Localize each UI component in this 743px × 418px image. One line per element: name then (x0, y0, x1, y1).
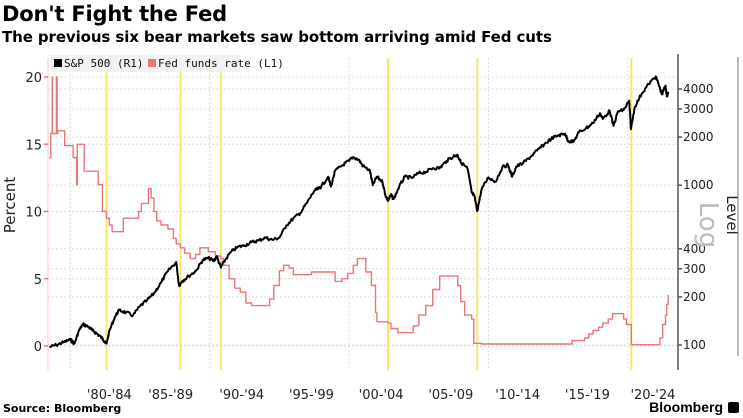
x-axis-tick-label: '90-'94 (219, 388, 264, 403)
bloomberg-terminal-icon (728, 402, 739, 413)
right-axis-tick-label: 400 (683, 242, 706, 256)
legend-box (50, 55, 240, 72)
right-axis-log-label: Log (693, 202, 723, 248)
right-axis-tick-label: 2000 (683, 130, 714, 144)
legend-swatch (54, 59, 62, 67)
legend-label: Fed funds rate (L1) (158, 57, 284, 70)
right-axis-tick-label: 300 (683, 262, 706, 276)
source-note: Source: Bloomberg (3, 402, 122, 415)
left-axis-tick-label: 15 (25, 138, 42, 153)
right-axis-tick-label: 4000 (683, 82, 714, 96)
left-axis-tick-label: 5 (34, 273, 42, 288)
x-axis-tick-label: '95-'99 (289, 388, 334, 403)
series-fed-funds-rate-line (49, 76, 669, 346)
bloomberg-logo: Bloomberg (649, 399, 723, 415)
legend-swatch (148, 59, 156, 67)
legend-label: S&P 500 (R1) (64, 57, 143, 70)
x-axis-tick-label: '20-'24 (630, 388, 675, 403)
x-axis-tick-label: '15-'19 (565, 388, 610, 403)
right-axis-tick-label: 200 (683, 290, 706, 304)
series-sp500-line (49, 75, 670, 349)
x-axis-tick-label: '10-'14 (495, 388, 540, 403)
right-axis-tick-label: 100 (683, 338, 706, 352)
right-axis-tick-label: 1000 (683, 178, 714, 192)
x-axis-tick-label: '00-'04 (359, 388, 404, 403)
chart-title: Don't Fight the Fed (2, 2, 227, 26)
left-axis-tick-label: 20 (25, 71, 42, 86)
chart-subtitle: The previous six bear markets saw bottom… (2, 28, 552, 46)
left-axis-tick-label: 0 (34, 340, 42, 355)
x-axis-tick-label: '80-'84 (87, 388, 132, 403)
left-axis-label: Percent (1, 177, 19, 234)
x-axis-tick-label: '85-'89 (148, 388, 193, 403)
x-axis-tick-label: '05-'09 (428, 388, 473, 403)
right-axis-tick-label: 3000 (683, 102, 714, 116)
right-axis-label: Level (723, 195, 741, 235)
left-axis-tick-label: 10 (25, 206, 42, 221)
